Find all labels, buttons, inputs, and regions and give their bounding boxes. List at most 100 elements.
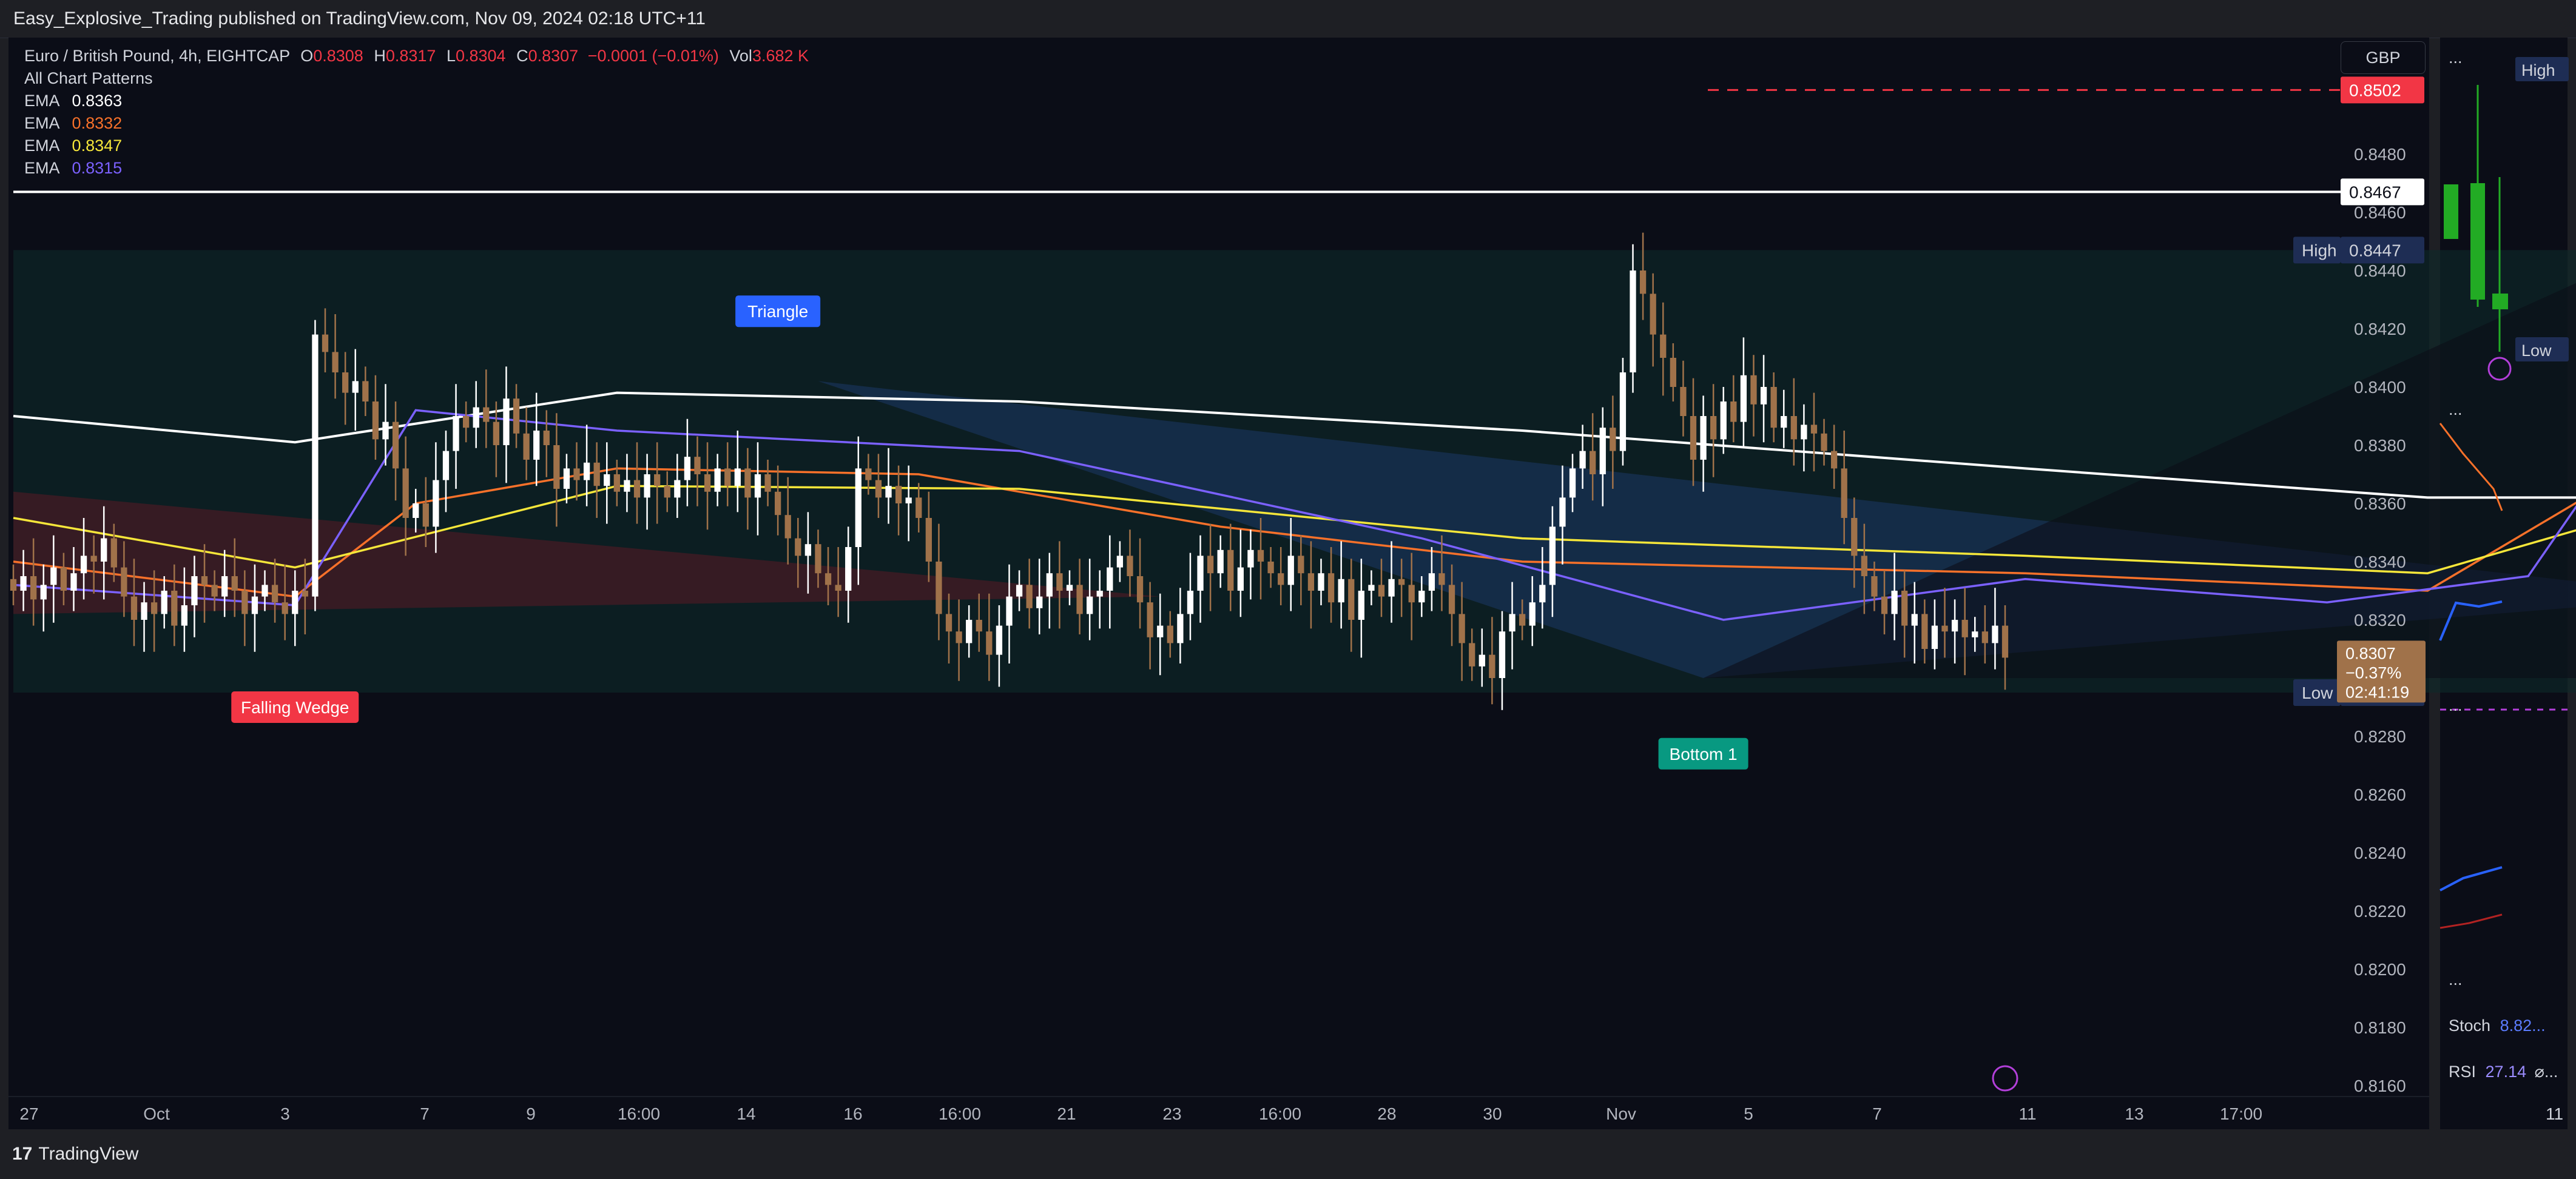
candle-body (1579, 451, 1586, 469)
candle-body (563, 468, 570, 489)
legend-vol-value: 3.682 K (752, 47, 809, 65)
candle-body (1549, 526, 1556, 585)
candle (1217, 535, 1224, 588)
bottom-bar (0, 1129, 2576, 1179)
price-tick: 0.8260 (2354, 785, 2406, 804)
price-tick: 0.8180 (2354, 1018, 2406, 1037)
candle (1187, 553, 1194, 640)
top-bar: Easy_Explosive_Trading published on Trad… (0, 0, 2576, 38)
candle (1770, 372, 1777, 443)
candle-body (503, 398, 510, 445)
ema-2-label: EMA (24, 114, 59, 132)
candle (1871, 562, 1878, 611)
legend-high-label: H (374, 47, 386, 65)
time-tick: 27 (19, 1104, 38, 1123)
candle-body (191, 576, 198, 605)
candle-body (442, 451, 450, 480)
candle (1660, 302, 1667, 396)
candle (1881, 570, 1888, 634)
legend-vol-label: Vol (729, 47, 752, 65)
legend-close-label: C (516, 47, 528, 65)
candle (684, 418, 691, 506)
candle-body (1338, 579, 1344, 603)
candle (1821, 418, 1827, 466)
candle (1136, 538, 1144, 629)
tradingview-brand[interactable]: 17 TradingView (12, 1144, 138, 1164)
side-low-bg (2515, 337, 2569, 361)
candle (1107, 535, 1113, 629)
candle (1298, 535, 1304, 605)
time-tick: Oct (143, 1104, 170, 1123)
candle (342, 352, 349, 425)
candle (1690, 378, 1697, 486)
stoch-row[interactable]: Stoch 8.82... (2449, 1016, 2546, 1035)
side-dots-1[interactable]: ... (2449, 49, 2463, 67)
candle (10, 564, 17, 605)
candle-body (282, 602, 288, 614)
side-dots-3[interactable]: ... (2449, 696, 2463, 714)
time-tick: 14 (737, 1104, 755, 1123)
candle-body (804, 544, 812, 556)
candle (1227, 523, 1234, 611)
candle (664, 471, 670, 512)
candle (1801, 404, 1807, 472)
rsi-value: 27.14 (2485, 1063, 2527, 1081)
candle-body (372, 401, 379, 440)
candle-body (150, 602, 158, 614)
candle (1639, 232, 1647, 320)
candle-body (684, 457, 691, 480)
candle-body (422, 503, 429, 527)
candle (784, 477, 791, 565)
candle (895, 465, 902, 536)
candle (40, 564, 47, 632)
side-alert-icon (2487, 357, 2512, 381)
legend-symbol[interactable]: Euro / British Pound, 4h, EIGHTCAP (24, 47, 290, 65)
candle (1177, 588, 1184, 663)
chart-legend: Euro / British Pound, 4h, EIGHTCAP O0.83… (24, 45, 809, 180)
currency-button[interactable]: GBP (2341, 41, 2426, 74)
legend-patterns[interactable]: All Chart Patterns (24, 69, 153, 87)
candle (1539, 547, 1546, 629)
candle (1981, 605, 1988, 663)
time-tick: 17:00 (2220, 1104, 2262, 1123)
candle (1740, 337, 1747, 448)
candle-body (1790, 416, 1797, 440)
legend-open-value: 0.8308 (313, 47, 363, 65)
legend-ema-2[interactable]: EMA 0.8332 (24, 112, 809, 135)
candle (171, 564, 178, 647)
legend-ohlc-row: Euro / British Pound, 4h, EIGHTCAP O0.83… (24, 45, 809, 67)
side-dots-4[interactable]: ... (2449, 970, 2463, 989)
legend-change: −0.0001 (−0.01%) (587, 47, 719, 65)
candle (1961, 588, 1968, 676)
legend-ema-1[interactable]: EMA 0.8363 (24, 90, 809, 112)
legend-ema-4[interactable]: EMA 0.8315 (24, 157, 809, 180)
pattern-label-triangle: Triangle (747, 302, 808, 321)
candle-body (1388, 579, 1395, 597)
candle (1197, 535, 1204, 623)
brand-text: TradingView (38, 1144, 139, 1164)
candle (1720, 387, 1727, 454)
candle-body (1961, 620, 1968, 637)
last-change: −0.37% (2345, 663, 2401, 682)
time-tick: 16 (843, 1104, 862, 1123)
candle (462, 401, 470, 443)
candle (1670, 343, 1676, 401)
candle (764, 460, 771, 506)
candle-body (141, 602, 147, 620)
candle-body (1016, 585, 1023, 597)
candle (1610, 395, 1616, 489)
candle (1650, 273, 1656, 367)
side-dots-2[interactable]: ... (2449, 400, 2463, 418)
candle-body (815, 544, 821, 574)
candle (1348, 559, 1355, 652)
ema-3-value: 0.8347 (72, 136, 123, 155)
legend-ema-3[interactable]: EMA 0.8347 (24, 135, 809, 157)
candle-body (1891, 591, 1898, 614)
candle-body (865, 468, 872, 480)
candle-body (1046, 573, 1053, 597)
candle (1398, 559, 1405, 617)
rsi-row[interactable]: RSI 27.14 ⌀... (2449, 1063, 2558, 1081)
price-tick: 0.8480 (2354, 145, 2406, 164)
candle (201, 544, 208, 623)
